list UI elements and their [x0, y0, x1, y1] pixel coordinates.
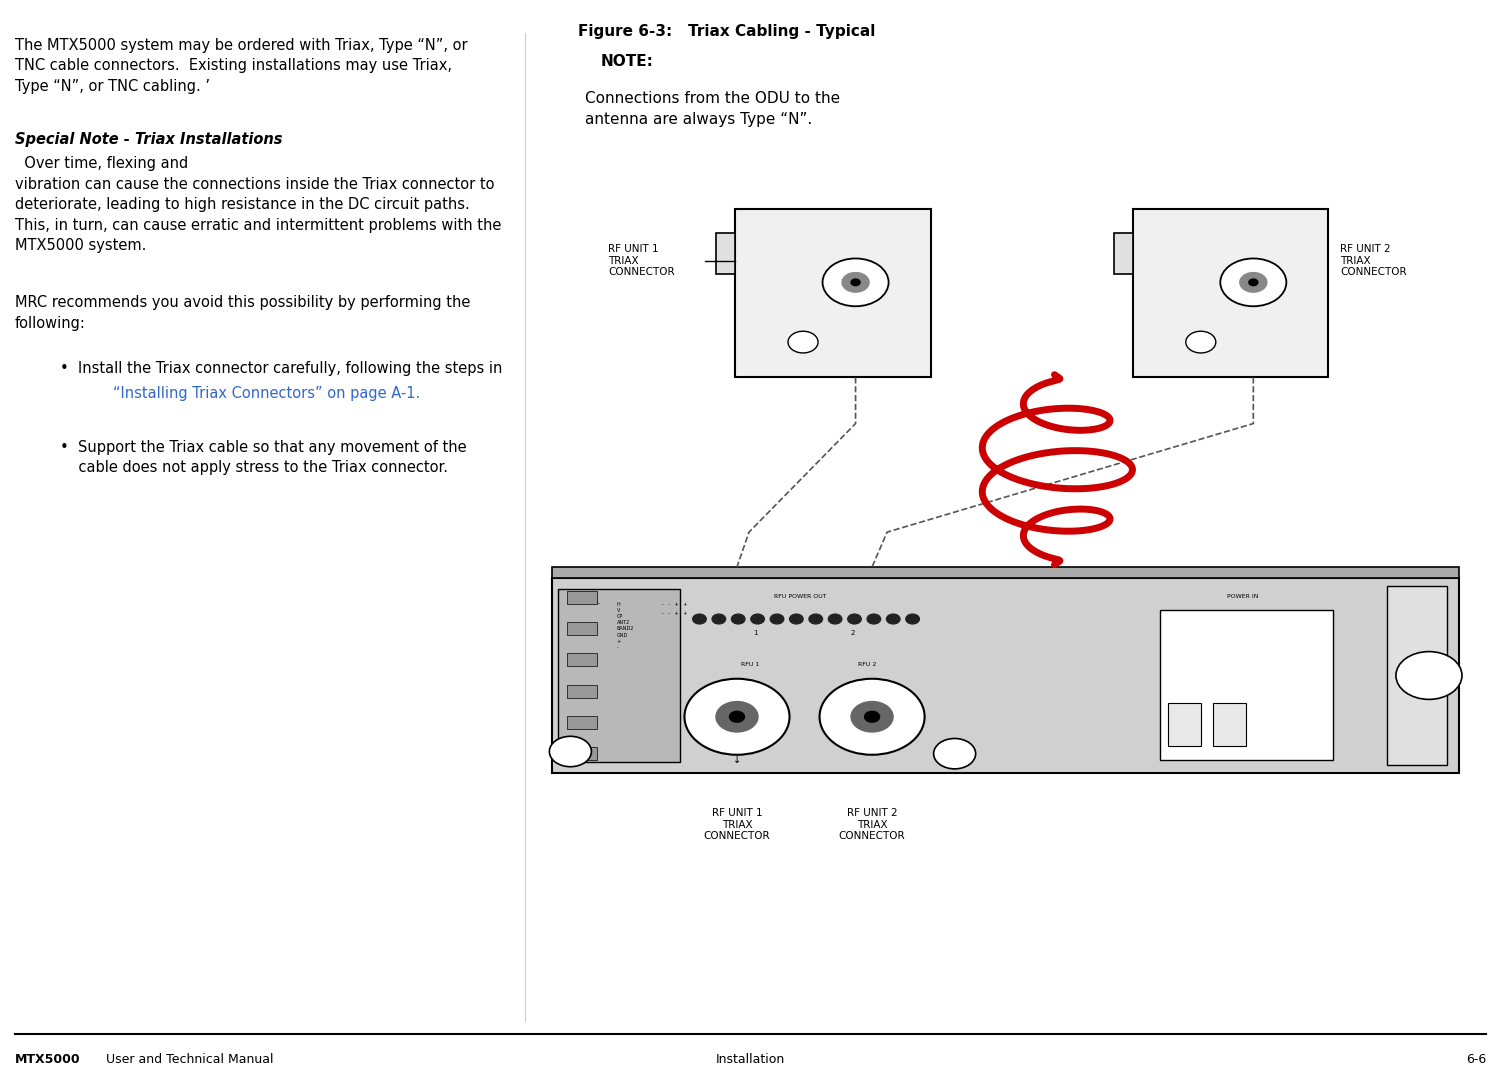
Text: Special Note - Triax Installations: Special Note - Triax Installations	[15, 132, 282, 148]
Circle shape	[848, 615, 862, 623]
Circle shape	[693, 615, 707, 623]
Circle shape	[788, 331, 818, 353]
Circle shape	[729, 711, 744, 722]
Polygon shape	[1387, 586, 1447, 765]
Text: 12
POWER IN: 12 POWER IN	[1238, 670, 1262, 681]
Polygon shape	[552, 578, 1459, 773]
Polygon shape	[1168, 703, 1201, 746]
Circle shape	[865, 711, 880, 722]
Text: MRC recommends you avoid this possibility by performing the
following:: MRC recommends you avoid this possibilit…	[15, 295, 470, 331]
Text: RF UNIT 1
TRIAX
CONNECTOR: RF UNIT 1 TRIAX CONNECTOR	[608, 244, 674, 277]
Text: Connections from the ODU to the
antenna are always Type “N”.: Connections from the ODU to the antenna …	[585, 91, 841, 127]
Circle shape	[829, 615, 842, 623]
Polygon shape	[552, 567, 1459, 578]
Polygon shape	[558, 589, 680, 762]
Circle shape	[820, 679, 925, 755]
Polygon shape	[567, 716, 597, 729]
Circle shape	[868, 615, 881, 623]
Text: 6-6: 6-6	[1466, 1053, 1486, 1066]
Text: “Installing Triax Connectors” on page A-1.: “Installing Triax Connectors” on page A-…	[113, 386, 420, 401]
Polygon shape	[1133, 210, 1328, 378]
Circle shape	[684, 679, 790, 755]
Polygon shape	[1114, 233, 1133, 274]
Circle shape	[716, 702, 758, 732]
Circle shape	[851, 702, 893, 732]
Text: The MTX5000 system may be ordered with Triax, Type “N”, or
TNC cable connectors.: The MTX5000 system may be ordered with T…	[15, 38, 468, 93]
Polygon shape	[1160, 610, 1333, 760]
Text: -   -   +   +
-   -   +   +: - - + + - - + +	[662, 602, 687, 616]
Circle shape	[823, 258, 889, 306]
Text: MTX5000: MTX5000	[15, 1053, 81, 1066]
Circle shape	[750, 615, 764, 623]
Polygon shape	[1213, 703, 1246, 746]
Polygon shape	[716, 233, 735, 274]
Text: 2: 2	[851, 630, 854, 636]
Text: User and Technical Manual: User and Technical Manual	[102, 1053, 273, 1066]
Text: RFU 2: RFU 2	[859, 662, 877, 668]
Text: RFU POWER OUT: RFU POWER OUT	[773, 594, 827, 599]
Circle shape	[1220, 258, 1286, 306]
Text: 1: 1	[754, 630, 757, 636]
Circle shape	[790, 615, 803, 623]
Text: RF UNIT 2
TRIAX
CONNECTOR: RF UNIT 2 TRIAX CONNECTOR	[839, 808, 905, 842]
Text: RFU 1: RFU 1	[741, 662, 760, 668]
Text: RF UNIT 1
TRIAX
CONNECTOR: RF UNIT 1 TRIAX CONNECTOR	[704, 808, 770, 842]
Polygon shape	[567, 654, 597, 667]
Polygon shape	[567, 684, 597, 697]
Circle shape	[887, 615, 901, 623]
Circle shape	[842, 273, 869, 292]
Circle shape	[731, 615, 744, 623]
Circle shape	[851, 279, 860, 286]
Text: H
V
CP
ANT2
BAND2
GND
+
-: H V CP ANT2 BAND2 GND + -	[617, 602, 635, 651]
Circle shape	[934, 738, 976, 769]
Circle shape	[1396, 652, 1462, 699]
Circle shape	[809, 615, 823, 623]
Circle shape	[1186, 331, 1216, 353]
Polygon shape	[567, 622, 597, 635]
Circle shape	[1240, 273, 1267, 292]
Text: •  Support the Triax cable so that any movement of the
    cable does not apply : • Support the Triax cable so that any mo…	[60, 440, 467, 476]
Text: Figure 6-3:   Triax Cabling - Typical: Figure 6-3: Triax Cabling - Typical	[578, 24, 875, 39]
Text: •  Install the Triax connector carefully, following the steps in: • Install the Triax connector carefully,…	[60, 361, 503, 376]
Text: ↓: ↓	[732, 755, 741, 765]
Polygon shape	[567, 747, 597, 760]
Text: Installation: Installation	[716, 1053, 785, 1066]
Circle shape	[770, 615, 784, 623]
Polygon shape	[567, 591, 597, 604]
Polygon shape	[735, 210, 931, 378]
Circle shape	[711, 615, 725, 623]
Text: ANT
CONTROL: ANT CONTROL	[570, 594, 600, 605]
Circle shape	[549, 736, 591, 767]
Circle shape	[1249, 279, 1258, 286]
Text: RF UNIT 2
TRIAX
CONNECTOR: RF UNIT 2 TRIAX CONNECTOR	[1340, 244, 1406, 277]
Text: Over time, flexing and
vibration can cause the connections inside the Triax conn: Over time, flexing and vibration can cau…	[15, 156, 501, 253]
Circle shape	[905, 615, 919, 623]
Text: POWER IN: POWER IN	[1228, 594, 1258, 599]
Text: NOTE:: NOTE:	[600, 54, 653, 70]
